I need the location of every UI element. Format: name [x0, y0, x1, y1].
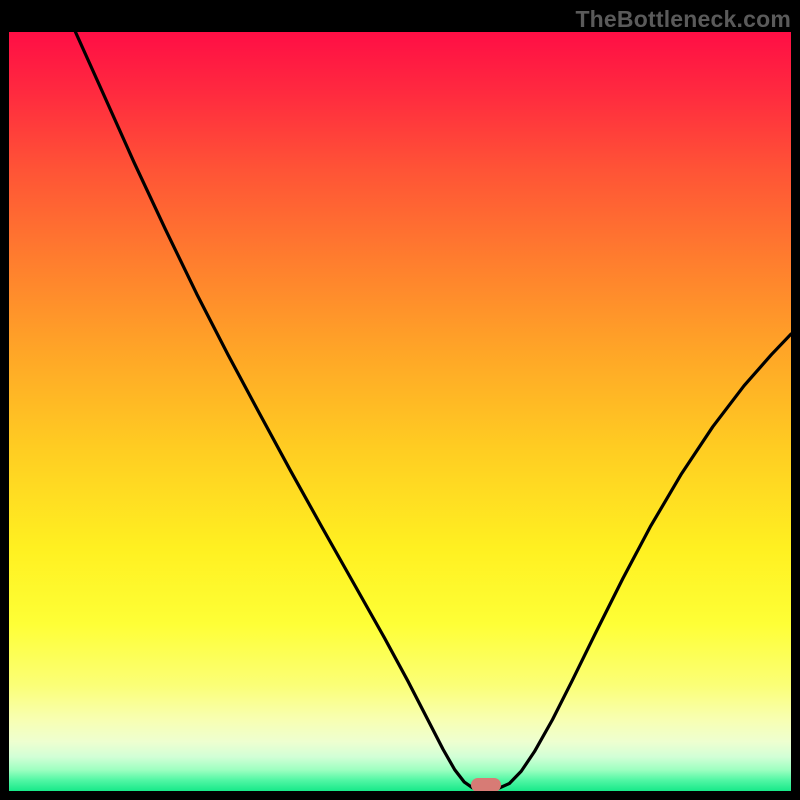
chart-frame: [9, 32, 791, 791]
plot-area: [9, 32, 791, 791]
watermark-text: TheBottleneck.com: [575, 6, 791, 33]
curve-path: [75, 32, 791, 789]
bottleneck-curve: [9, 32, 791, 791]
optimal-marker: [471, 778, 501, 791]
